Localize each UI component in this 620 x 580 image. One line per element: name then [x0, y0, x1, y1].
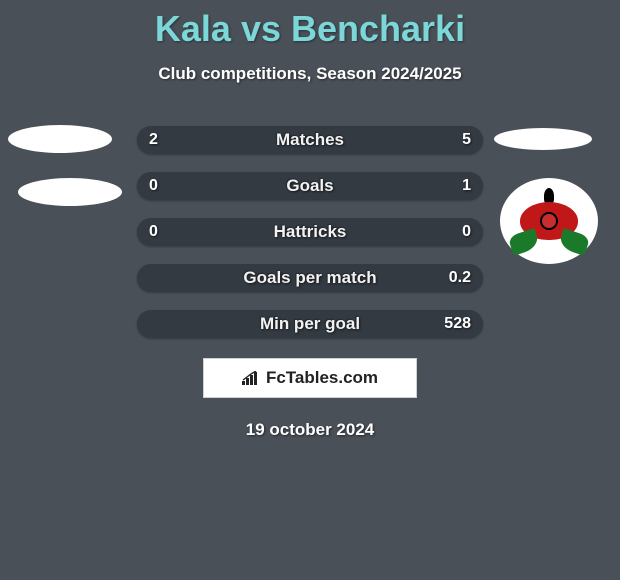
- stat-label: Goals per match: [243, 268, 376, 288]
- stat-label: Hattricks: [274, 222, 347, 242]
- brand-text: FcTables.com: [266, 368, 378, 388]
- stat-value-right: 528: [444, 315, 471, 333]
- stat-row: 0 Goals 1: [0, 172, 620, 200]
- subtitle: Club competitions, Season 2024/2025: [0, 64, 620, 84]
- stat-row: Min per goal 528: [0, 310, 620, 338]
- stat-value-left: 0: [149, 223, 158, 241]
- stats-area: 2 Matches 5 0 Goals 1 0 Hattricks 0 Goal…: [0, 126, 620, 338]
- stat-row: Goals per match 0.2: [0, 264, 620, 292]
- stat-label: Min per goal: [260, 314, 360, 334]
- stat-label: Matches: [276, 130, 344, 150]
- stat-value-right: 5: [462, 131, 471, 149]
- stat-value-left: 0: [149, 177, 158, 195]
- stat-row: 2 Matches 5: [0, 126, 620, 154]
- stat-bar: 0 Goals 1: [137, 172, 483, 200]
- stat-label: Goals: [286, 176, 333, 196]
- stat-bar: 0 Hattricks 0: [137, 218, 483, 246]
- page-title: Kala vs Bencharki: [0, 0, 620, 50]
- stat-value-right: 0: [462, 223, 471, 241]
- stat-row: 0 Hattricks 0: [0, 218, 620, 246]
- stat-bar: 2 Matches 5: [137, 126, 483, 154]
- stat-bar: Goals per match 0.2: [137, 264, 483, 292]
- stat-value-right: 1: [462, 177, 471, 195]
- stat-bar: Min per goal 528: [137, 310, 483, 338]
- date-text: 19 october 2024: [0, 420, 620, 440]
- stat-value-left: 2: [149, 131, 158, 149]
- chart-icon: [242, 371, 260, 385]
- brand-badge[interactable]: FcTables.com: [203, 358, 417, 398]
- stat-value-right: 0.2: [449, 269, 471, 287]
